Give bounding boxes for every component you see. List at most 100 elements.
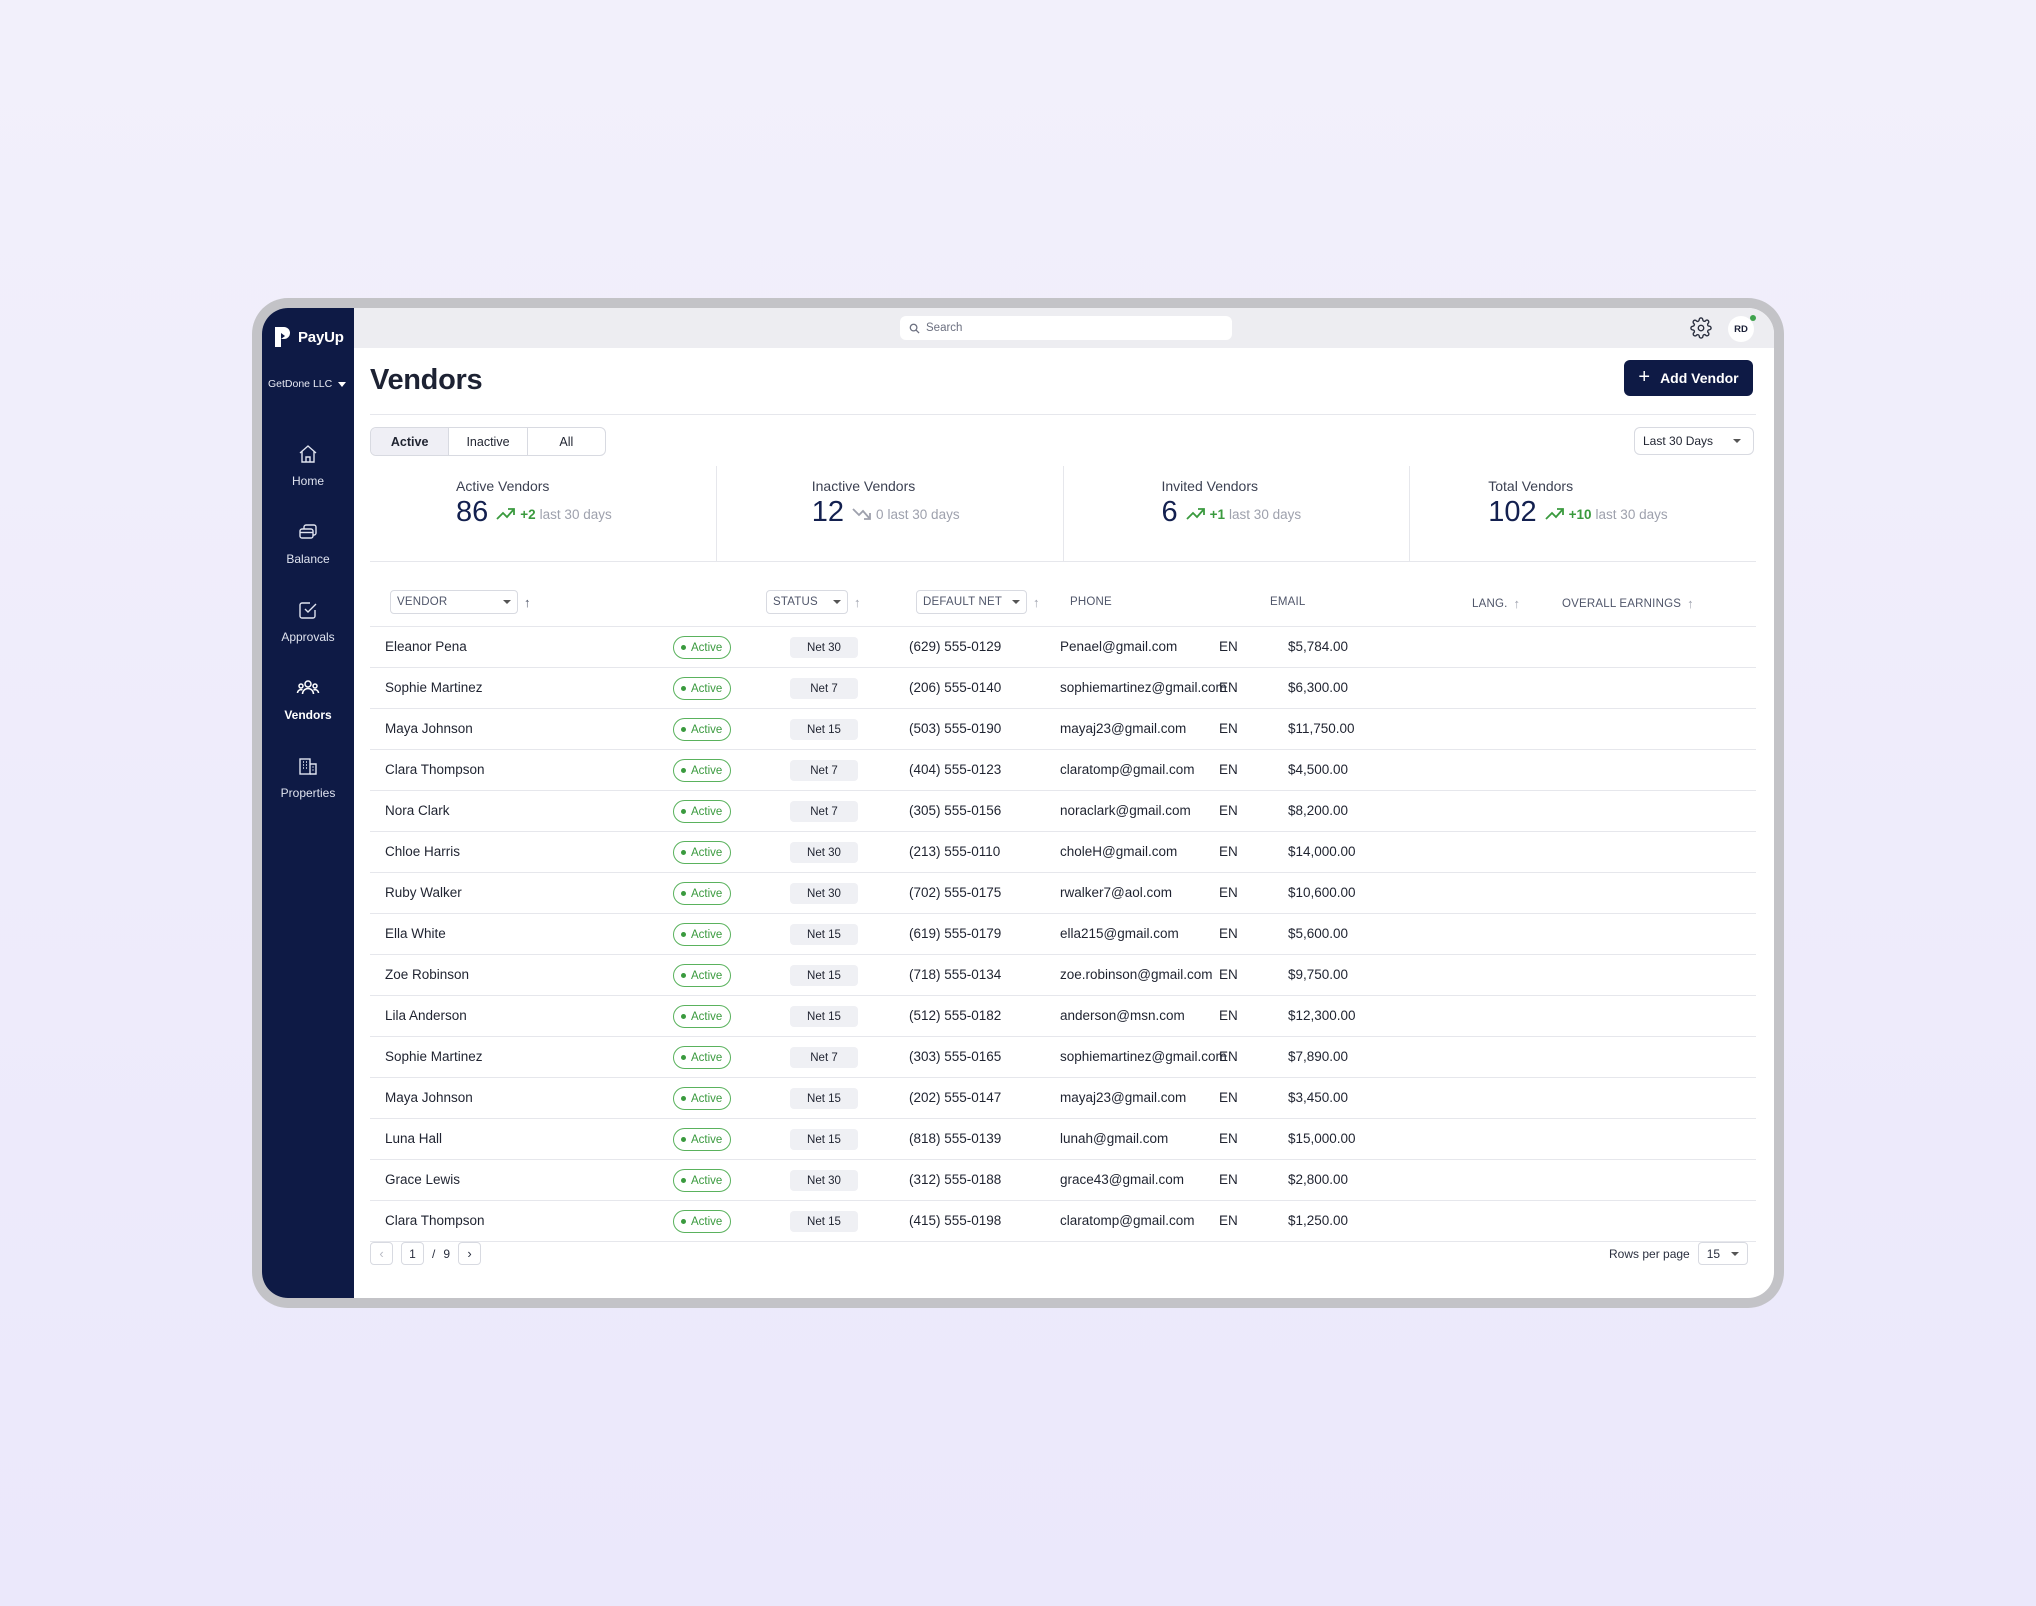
vendor-name[interactable]: Sophie Martinez <box>385 1049 483 1064</box>
column-header-earnings[interactable]: OVERALL EARNINGS ↑ <box>1562 596 1694 611</box>
sort-arrow-icon[interactable]: ↑ <box>1687 596 1694 611</box>
phone-number: (718) 555-0134 <box>909 967 1002 982</box>
sort-arrow-icon[interactable]: ↑ <box>1513 596 1521 611</box>
table-row[interactable]: Clara Thompson Active Net 7 (404) 555-0123 c… <box>370 750 1756 791</box>
stat-value: 102 <box>1488 496 1537 528</box>
sidebar-item-properties[interactable]: Properties <box>262 744 354 822</box>
table-row[interactable]: Chloe Harris Active Net 30 (213) 555-0110 ch… <box>370 832 1756 873</box>
date-range-value: Last 30 Days <box>1643 434 1714 448</box>
default-net-tag: Net 15 <box>790 1129 858 1150</box>
sidebar-item-balance[interactable]: Balance <box>262 510 354 588</box>
vendor-name[interactable]: Ella White <box>385 926 446 941</box>
user-avatar[interactable]: RD <box>1728 316 1754 342</box>
overall-earnings: $15,000.00 <box>1288 1131 1356 1146</box>
status-badge: Active <box>673 882 732 905</box>
status-text: Active <box>691 969 723 982</box>
status-text: Active <box>691 723 723 736</box>
table-row[interactable]: Nora Clark Active Net 7 (305) 555-0156 norac… <box>370 791 1756 832</box>
column-header-lang[interactable]: LANG. ↑ <box>1472 596 1520 611</box>
column-label: DEFAULT NET <box>923 596 1003 608</box>
vendor-name[interactable]: Grace Lewis <box>385 1172 461 1187</box>
column-header-vendor[interactable]: VENDOR ↑ <box>390 590 531 614</box>
table-row[interactable]: Eleanor Pena Active Net 30 (629) 555-0129 Pe… <box>370 627 1756 668</box>
status-dot-icon <box>681 645 686 650</box>
table-row[interactable]: Ruby Walker Active Net 30 (702) 555-0175 rwa… <box>370 873 1756 914</box>
sidebar-item-label: Home <box>291 474 324 488</box>
status-text: Active <box>691 641 723 654</box>
default-net-tag: Net 7 <box>790 678 858 699</box>
vendor-name[interactable]: Maya Johnson <box>385 1090 473 1105</box>
overall-earnings: $4,500.00 <box>1288 762 1349 777</box>
email-address: sophiemartinez@gmail.com <box>1060 680 1227 695</box>
table-row[interactable]: Zoe Robinson Active Net 15 (718) 555-0134 zo… <box>370 955 1756 996</box>
rows-per-page: Rows per page 15 <box>1609 1242 1748 1265</box>
add-vendor-button[interactable]: + Add Vendor <box>1624 360 1753 396</box>
column-header-default-net[interactable]: DEFAULT NET ↑ <box>916 590 1040 614</box>
table-row[interactable]: Sophie Martinez Active Net 7 (303) 555-0165… <box>370 1037 1756 1078</box>
header-divider <box>370 414 1756 415</box>
vendor-name[interactable]: Chloe Harris <box>385 844 461 859</box>
search-icon <box>909 323 920 334</box>
sort-arrow-icon[interactable]: ↑ <box>854 594 861 610</box>
status-dot-icon <box>681 850 686 855</box>
vendor-name[interactable]: Nora Clark <box>385 803 450 818</box>
vendor-name[interactable]: Eleanor Pena <box>385 639 467 654</box>
vendor-name[interactable]: Sophie Martinez <box>385 680 483 695</box>
language-code: EN <box>1219 803 1238 818</box>
tab-inactive[interactable]: Inactive <box>449 428 528 455</box>
tab-all[interactable]: All <box>559 434 574 449</box>
phone-number: (312) 555-0188 <box>909 1172 1002 1187</box>
search-input[interactable]: Search <box>900 316 1232 340</box>
stat-period: last 30 days <box>887 506 960 522</box>
brand-logo[interactable]: PayUp <box>274 326 344 348</box>
overall-earnings: $8,200.00 <box>1288 803 1349 818</box>
company-switcher[interactable]: GetDone LLC <box>268 378 347 390</box>
status-badge: Active <box>673 636 732 659</box>
vendor-name[interactable]: Clara Thompson <box>385 762 485 777</box>
current-page-input[interactable]: 1 <box>401 1242 424 1265</box>
language-code: EN <box>1219 967 1238 982</box>
phone-number: (818) 555-0139 <box>909 1131 1002 1146</box>
status-dot-icon <box>681 1055 686 1060</box>
status-text: Active <box>691 805 723 818</box>
email-address: zoe.robinson@gmail.com <box>1060 967 1213 982</box>
email-address: ella215@gmail.com <box>1060 926 1179 941</box>
sidebar-item-home[interactable]: Home <box>262 432 354 510</box>
overall-earnings: $1,250.00 <box>1288 1213 1349 1228</box>
vendor-name[interactable]: Clara Thompson <box>385 1213 485 1228</box>
table-row[interactable]: Sophie Martinez Active Net 7 (206) 555-0140… <box>370 668 1756 709</box>
phone-number: (702) 555-0175 <box>909 885 1002 900</box>
default-net-tag: Net 30 <box>790 842 858 863</box>
vendor-name[interactable]: Ruby Walker <box>385 885 462 900</box>
table-row[interactable]: Ella White Active Net 15 (619) 555-0179 ella… <box>370 914 1756 955</box>
table-row[interactable]: Maya Johnson Active Net 15 (503) 555-0190 ma… <box>370 709 1756 750</box>
column-header-status[interactable]: STATUS ↑ <box>766 590 861 614</box>
page-separator: / <box>432 1246 436 1261</box>
approvals-icon <box>299 602 317 619</box>
table-row[interactable]: Lila Anderson Active Net 15 (512) 555-0182 a… <box>370 996 1756 1037</box>
stat-label: Active Vendors <box>456 478 550 494</box>
table-row[interactable]: Luna Hall Active Net 15 (818) 555-0139 lunah… <box>370 1119 1756 1160</box>
sidebar-item-approvals[interactable]: Approvals <box>262 588 354 666</box>
vendor-name[interactable]: Zoe Robinson <box>385 967 470 982</box>
date-range-select[interactable]: Last 30 Days <box>1634 427 1754 455</box>
vendor-name[interactable]: Luna Hall <box>385 1131 443 1146</box>
table-row[interactable]: Clara Thompson Active Net 15 (415) 555-0198… <box>370 1201 1756 1242</box>
properties-icon <box>299 758 317 775</box>
table-row[interactable]: Maya Johnson Active Net 15 (202) 555-0147 ma… <box>370 1078 1756 1119</box>
rows-per-page-select[interactable]: 15 <box>1697 1242 1748 1265</box>
tab-active[interactable]: Active <box>371 428 450 455</box>
sort-arrow-icon[interactable]: ↑ <box>524 594 531 610</box>
sidebar-item-vendors[interactable]: Vendors <box>262 666 354 744</box>
table-header: VENDOR ↑ STATUS ↑ DEFA <box>370 570 1756 627</box>
next-page-button[interactable]: › <box>458 1242 482 1265</box>
vendor-name[interactable]: Maya Johnson <box>385 721 473 736</box>
settings-gear-icon[interactable] <box>1690 317 1712 339</box>
sidebar: PayUp GetDone LLC Home Balance Approvals <box>262 308 354 1298</box>
vendor-name[interactable]: Lila Anderson <box>385 1008 467 1023</box>
language-code: EN <box>1219 762 1238 777</box>
chevron-down-icon <box>338 381 347 387</box>
table-row[interactable]: Grace Lewis Active Net 30 (312) 555-0188 gra… <box>370 1160 1756 1201</box>
prev-page-button[interactable]: ‹ <box>370 1242 393 1265</box>
sort-arrow-icon[interactable]: ↑ <box>1033 594 1040 610</box>
